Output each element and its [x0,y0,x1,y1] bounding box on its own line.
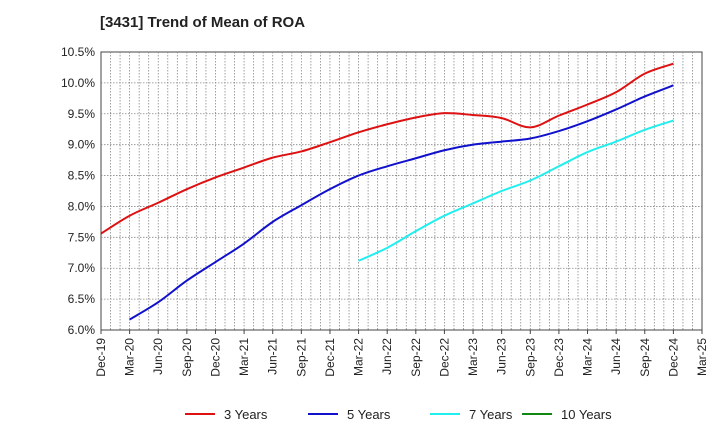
y-tick-label: 9.5% [68,107,96,121]
x-tick-label: Jun-24 [609,338,623,375]
y-tick-label: 10.0% [61,76,95,90]
x-tick-label: Mar-25 [695,338,709,376]
x-tick-label: Dec-21 [323,338,337,377]
y-tick-label: 6.0% [68,323,96,337]
x-tick-label: Mar-21 [237,338,251,376]
y-tick-label: 10.5% [61,45,95,59]
x-tick-label: Mar-23 [466,338,480,376]
legend-label: 3 Years [224,407,268,422]
chart-title: [3431] Trend of Mean of ROA [100,14,306,31]
y-tick-label: 8.0% [68,199,96,213]
series-line-3-years [100,62,674,235]
x-tick-label: Jun-22 [380,338,394,375]
y-tick-label: 6.5% [68,292,96,306]
legend-label: 7 Years [469,407,513,422]
legend-label: 10 Years [561,407,612,422]
x-tick-label: Sep-21 [294,338,308,377]
y-tick-label: 7.5% [68,230,96,244]
x-tick-label: Jun-20 [151,338,165,375]
x-tick-label: Sep-20 [180,338,194,377]
x-tick-label: Dec-22 [437,338,451,377]
x-tick-label: Mar-22 [352,338,366,376]
x-tick-label: Mar-24 [581,338,595,376]
legend-label: 5 Years [347,407,391,422]
x-tick-label: Dec-23 [552,338,566,377]
x-tick-label: Mar-20 [123,338,137,376]
series-line-5-years [129,84,674,321]
x-tick-label: Jun-23 [495,338,509,375]
x-tick-label: Sep-23 [523,338,537,377]
x-tick-label: Jun-21 [266,338,280,375]
x-tick-label: Dec-24 [666,338,680,377]
x-tick-label: Dec-20 [208,338,222,377]
x-tick-label: Sep-22 [409,338,423,377]
y-tick-label: 9.0% [68,138,96,152]
y-tick-label: 8.5% [68,169,96,183]
x-tick-label: Sep-24 [638,338,652,377]
plot-border [100,51,703,331]
x-tick-label: Dec-19 [94,338,108,377]
y-tick-label: 7.0% [68,261,96,275]
series-line-7-years [358,119,674,262]
